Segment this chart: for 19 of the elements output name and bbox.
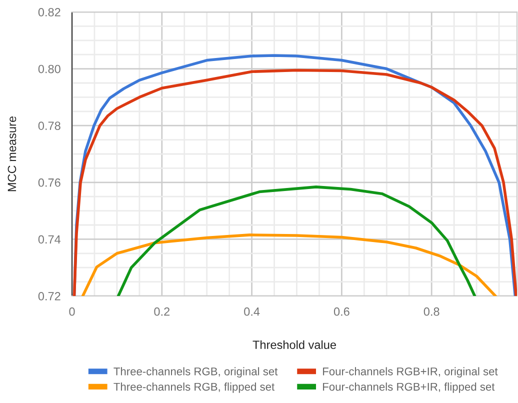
x-axis-title: Threshold value	[252, 340, 336, 350]
y-tick-label: 0.72	[38, 292, 60, 300]
legend-label: Three-channels RGB, original set	[114, 367, 278, 378]
y-tick-label: 0.80	[38, 64, 60, 74]
y-tick-label: 0.76	[38, 178, 60, 187]
x-tick-label: 0.4	[244, 307, 260, 316]
legend-label: Three-channels RGB, flipped set	[114, 382, 275, 393]
x-tick-label: 0.6	[334, 307, 350, 316]
y-axis-title: MCC measure	[8, 116, 16, 192]
x-tick-label: 0.2	[154, 307, 170, 316]
x-tick-label: 0.8	[424, 307, 440, 316]
y-tick-label: 0.78	[38, 122, 60, 130]
line-series	[81, 234, 497, 296]
x-tick-label: 0	[69, 307, 75, 316]
legend-label: Four-channels RGB+IR, flipped set	[323, 382, 495, 393]
y-tick-label: 0.82	[38, 8, 60, 16]
line-series	[116, 186, 476, 296]
y-tick-label: 0.74	[38, 235, 61, 244]
legend-label: Four-channels RGB+IR, original set	[323, 367, 498, 378]
